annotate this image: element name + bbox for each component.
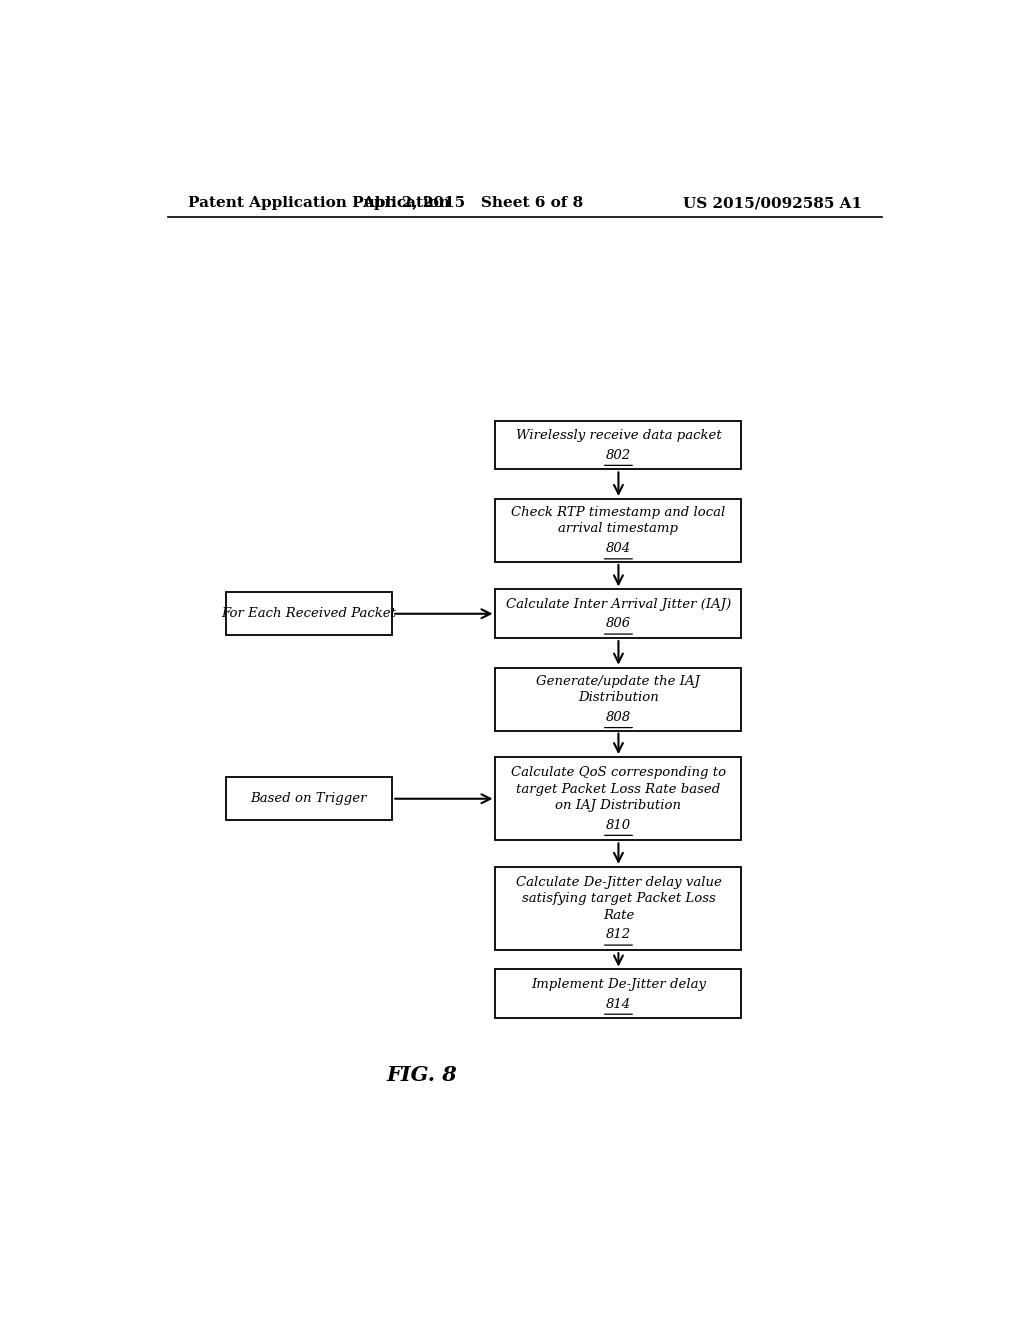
Text: Implement De-Jitter delay: Implement De-Jitter delay [531,978,706,991]
FancyBboxPatch shape [496,758,741,841]
Text: 808: 808 [606,711,631,723]
FancyBboxPatch shape [225,777,392,820]
FancyBboxPatch shape [496,668,741,731]
Text: Apr. 2, 2015   Sheet 6 of 8: Apr. 2, 2015 Sheet 6 of 8 [362,197,584,210]
Text: Wirelessly receive data packet: Wirelessly receive data packet [515,429,721,442]
Text: Calculate Inter Arrival Jitter (IAJ): Calculate Inter Arrival Jitter (IAJ) [506,598,731,611]
Text: 806: 806 [606,618,631,631]
Text: Generate/update the IAJ
Distribution: Generate/update the IAJ Distribution [537,675,700,704]
Text: Calculate QoS corresponding to
target Packet Loss Rate based
on IAJ Distribution: Calculate QoS corresponding to target Pa… [511,766,726,812]
Text: Based on Trigger: Based on Trigger [251,792,368,805]
Text: 810: 810 [606,818,631,832]
Text: US 2015/0092585 A1: US 2015/0092585 A1 [683,197,862,210]
Text: For Each Received Packet: For Each Received Packet [221,607,396,620]
Text: Calculate De-Jitter delay value
satisfying target Packet Loss
Rate: Calculate De-Jitter delay value satisfyi… [515,876,721,921]
FancyBboxPatch shape [496,421,741,470]
Text: Check RTP timestamp and local
arrival timestamp: Check RTP timestamp and local arrival ti… [511,506,726,536]
Text: 804: 804 [606,543,631,556]
Text: 812: 812 [606,928,631,941]
Text: FIG. 8: FIG. 8 [386,1065,457,1085]
FancyBboxPatch shape [496,969,741,1018]
Text: Patent Application Publication: Patent Application Publication [187,197,450,210]
Text: 802: 802 [606,449,631,462]
Text: 814: 814 [606,998,631,1011]
FancyBboxPatch shape [496,589,741,638]
FancyBboxPatch shape [496,499,741,562]
FancyBboxPatch shape [225,593,392,635]
FancyBboxPatch shape [496,867,741,950]
